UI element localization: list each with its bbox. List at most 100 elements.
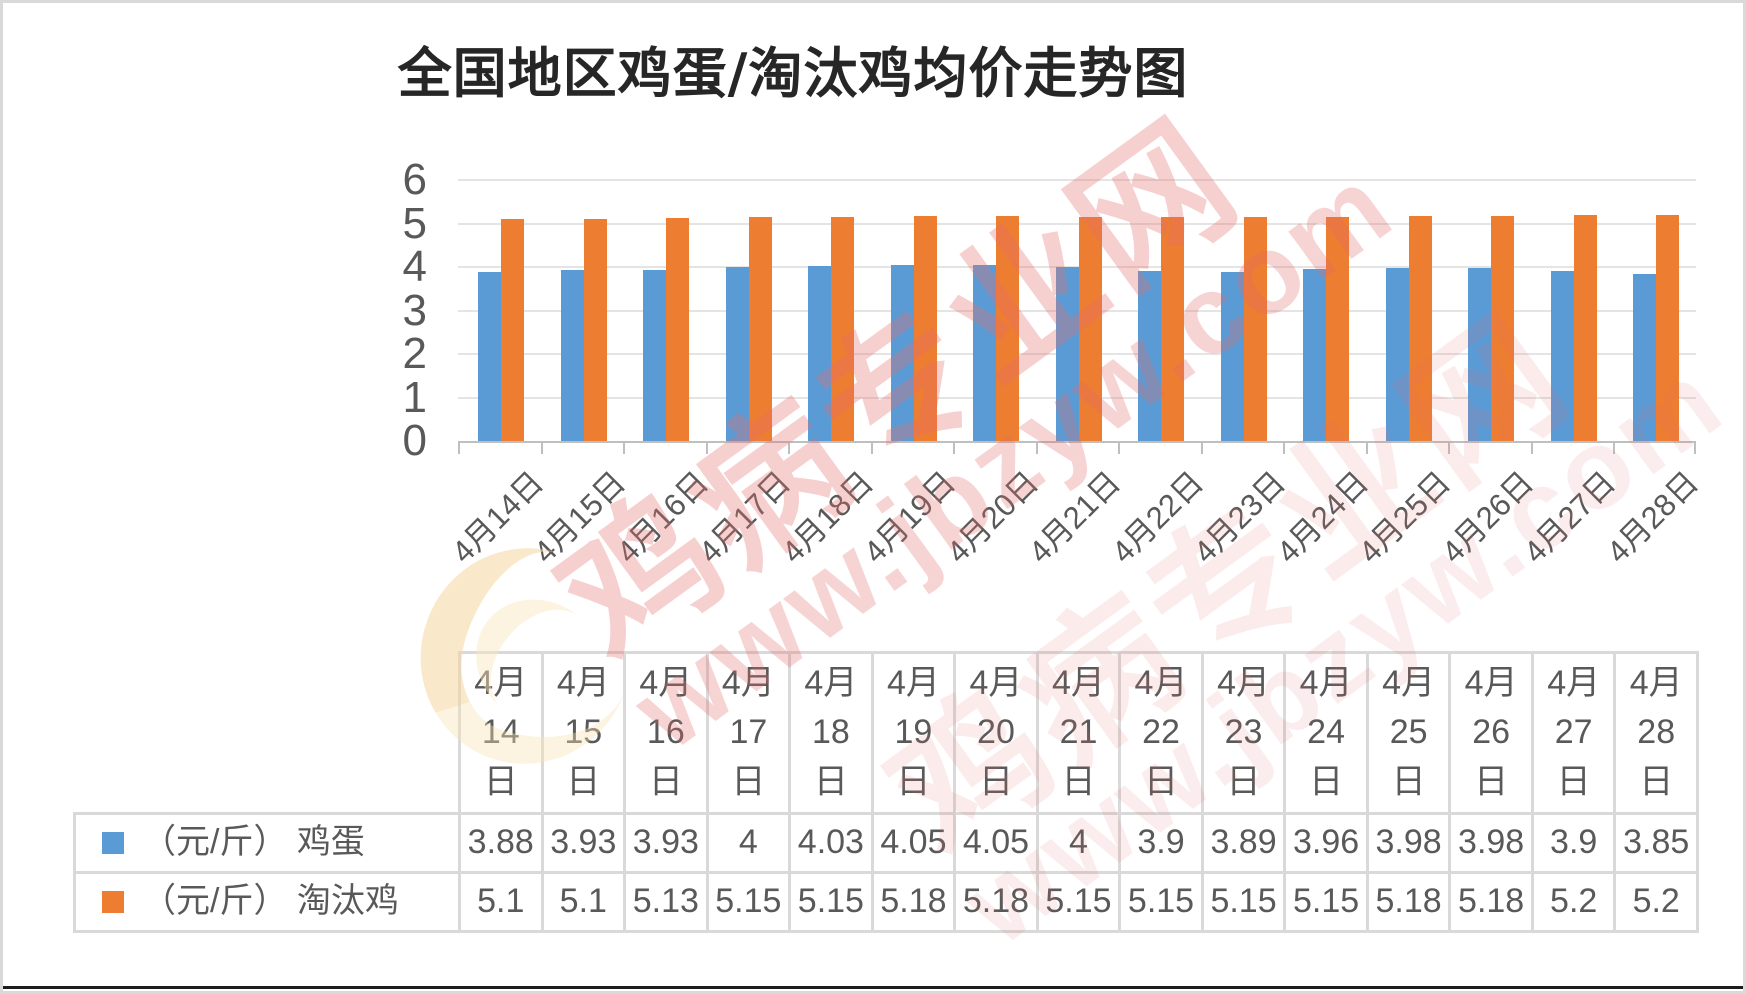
x-tick bbox=[1283, 441, 1286, 454]
bar-s0-c8 bbox=[1138, 271, 1162, 441]
bar-s1-c10 bbox=[1326, 216, 1350, 441]
table-header-line: 4月 bbox=[639, 664, 693, 703]
table-value-cell-s1-c9: 5.15 bbox=[1200, 871, 1287, 933]
table-header-cell-3: 4月 17 日 bbox=[705, 651, 792, 815]
series-label-text: （元/斤） 鸡蛋 bbox=[142, 823, 365, 862]
y-tick-label-0: 0 bbox=[402, 416, 427, 465]
table-header-line: 24 bbox=[1307, 713, 1345, 752]
table-value-cell-s0-c14: 3.85 bbox=[1613, 812, 1699, 874]
table-header-line: 日 bbox=[813, 762, 848, 801]
table-header-cell-4: 4月 18 日 bbox=[788, 651, 874, 815]
table-header-line: 18 bbox=[811, 713, 850, 752]
egg-legend-swatch-icon bbox=[102, 831, 124, 854]
table-header-row: 4月 14 日 4月 15 日 4月 16 日 4月 17 日 4月 18 日 4月 19 日 4月 20 日 4月 21 日… bbox=[75, 651, 1699, 815]
x-tick bbox=[870, 441, 873, 454]
bar-s0-c13 bbox=[1550, 271, 1574, 441]
bar-s0-c3 bbox=[725, 267, 749, 441]
x-tick bbox=[1613, 441, 1616, 454]
x-tick bbox=[1035, 441, 1038, 454]
table-header-line: 22 bbox=[1142, 713, 1180, 752]
table-value-cell-s0-c4: 4.03 bbox=[788, 812, 874, 874]
series-label-text: （元/斤） 淘汰鸡 bbox=[142, 882, 399, 921]
table-header-line: 4月 bbox=[1052, 664, 1105, 703]
bar-s0-c0 bbox=[478, 272, 501, 441]
table-header-line: 15 bbox=[564, 713, 603, 752]
table-value-cell-s1-c1: 5.1 bbox=[540, 871, 627, 933]
series-label: （元/斤） 鸡蛋 bbox=[102, 818, 457, 867]
bar-s0-c5 bbox=[890, 264, 914, 441]
bar-s1-c8 bbox=[1161, 216, 1185, 441]
table-header-line: 4月 bbox=[474, 664, 528, 703]
series-label-cell-1: （元/斤） 淘汰鸡 bbox=[73, 871, 461, 933]
y-tick-label-1: 1 bbox=[402, 372, 427, 422]
table-value-cell-s1-c5: 5.18 bbox=[870, 871, 957, 933]
bar-s1-c11 bbox=[1408, 215, 1432, 441]
x-tick-label-2: 4月16日 bbox=[609, 464, 715, 570]
table-header-line: 25 bbox=[1389, 713, 1428, 752]
table-header-cell-6: 4月 20 日 bbox=[953, 651, 1039, 815]
x-tick-label-14: 4月28日 bbox=[1599, 464, 1706, 570]
bar-s1-c3 bbox=[748, 216, 772, 441]
table-header-line: 17 bbox=[729, 713, 768, 752]
table-header-cell-11: 4月 25 日 bbox=[1365, 651, 1452, 815]
y-tick-label-2: 2 bbox=[402, 329, 427, 378]
table-corner-ghost-cell bbox=[75, 653, 460, 814]
table-value-cell-s0-c1: 3.93 bbox=[540, 812, 627, 874]
x-tick-label-11: 4月25日 bbox=[1352, 464, 1458, 570]
table-header-line: 4月 bbox=[1299, 664, 1353, 703]
table-value-cell-s1-c14: 5.2 bbox=[1613, 871, 1699, 933]
table-header-line: 4月 bbox=[556, 664, 610, 703]
table-header-line: 4月 bbox=[1464, 664, 1518, 703]
table-header-cell-10: 4月 24 日 bbox=[1283, 651, 1369, 815]
table-header-line: 日 bbox=[896, 762, 931, 801]
table-header-line: 23 bbox=[1224, 713, 1263, 752]
table-header-line: 日 bbox=[1474, 762, 1509, 801]
series-label-cell-0: （元/斤） 鸡蛋 bbox=[73, 812, 461, 874]
table-value-cell-s0-c9: 3.89 bbox=[1200, 812, 1287, 874]
table-value-cell-s0-c13: 3.9 bbox=[1530, 812, 1617, 874]
bar-s1-c13 bbox=[1573, 214, 1597, 441]
bar-s0-c10 bbox=[1303, 268, 1327, 441]
table-value-cell-s1-c13: 5.2 bbox=[1530, 871, 1617, 933]
x-tick bbox=[788, 441, 791, 454]
table-series-row-0: （元/斤） 鸡蛋 3.88 3.93 3.93 4 4.03 4.05 4.05 4 3.9 3.8… bbox=[73, 812, 1699, 874]
table-value-cell-s0-c11: 3.98 bbox=[1365, 812, 1452, 874]
bar-s1-c0 bbox=[501, 219, 524, 441]
bar-s0-c9 bbox=[1220, 271, 1244, 441]
bar-s0-c12 bbox=[1468, 267, 1492, 441]
chart-title: 全国地区鸡蛋/淘汰鸡均价走势图 bbox=[397, 41, 1189, 105]
bar-s1-c2 bbox=[666, 217, 690, 441]
gridline-6 bbox=[458, 179, 1696, 181]
x-tick bbox=[540, 441, 543, 454]
x-tick-label-0: 4月14日 bbox=[444, 464, 550, 570]
y-tick-label-4: 4 bbox=[402, 242, 427, 291]
x-tick-label-8: 4月22日 bbox=[1104, 464, 1210, 570]
x-tick-label-13: 4月27日 bbox=[1517, 464, 1623, 570]
x-tick-label-7: 4月21日 bbox=[1022, 464, 1128, 570]
table-value-cell-s1-c7: 5.15 bbox=[1035, 871, 1122, 933]
table-value-cell-s0-c3: 4 bbox=[705, 812, 792, 874]
table-header-line: 日 bbox=[1061, 762, 1096, 801]
table-value-cell-s0-c6: 4.05 bbox=[953, 812, 1039, 874]
x-tick bbox=[1118, 441, 1121, 454]
x-tick-label-5: 4月19日 bbox=[857, 464, 963, 570]
bar-s0-c1 bbox=[560, 270, 584, 441]
table-header-line: 4月 bbox=[721, 664, 775, 703]
bar-s0-c11 bbox=[1385, 267, 1409, 441]
table-value-cell-s0-c8: 3.9 bbox=[1118, 812, 1204, 874]
x-tick-label-12: 4月26日 bbox=[1434, 464, 1541, 570]
x-tick-label-10: 4月24日 bbox=[1269, 464, 1376, 570]
table-header-cell-8: 4月 22 日 bbox=[1118, 651, 1204, 815]
table-header-line: 4月 bbox=[804, 664, 858, 703]
x-tick-label-3: 4月17日 bbox=[692, 464, 798, 570]
table-header-line: 日 bbox=[1144, 762, 1179, 801]
table-header-cell-14: 4月 28 日 bbox=[1613, 651, 1699, 815]
table-value-cell-s0-c10: 3.96 bbox=[1283, 812, 1369, 874]
bar-s0-c7 bbox=[1055, 267, 1079, 441]
table-value-cell-s0-c5: 4.05 bbox=[870, 812, 957, 874]
table-header-cell-5: 4月 19 日 bbox=[870, 651, 957, 815]
x-tick bbox=[623, 441, 626, 454]
table-header-line: 日 bbox=[483, 762, 518, 801]
culled-chicken-legend-swatch-icon bbox=[102, 890, 124, 913]
